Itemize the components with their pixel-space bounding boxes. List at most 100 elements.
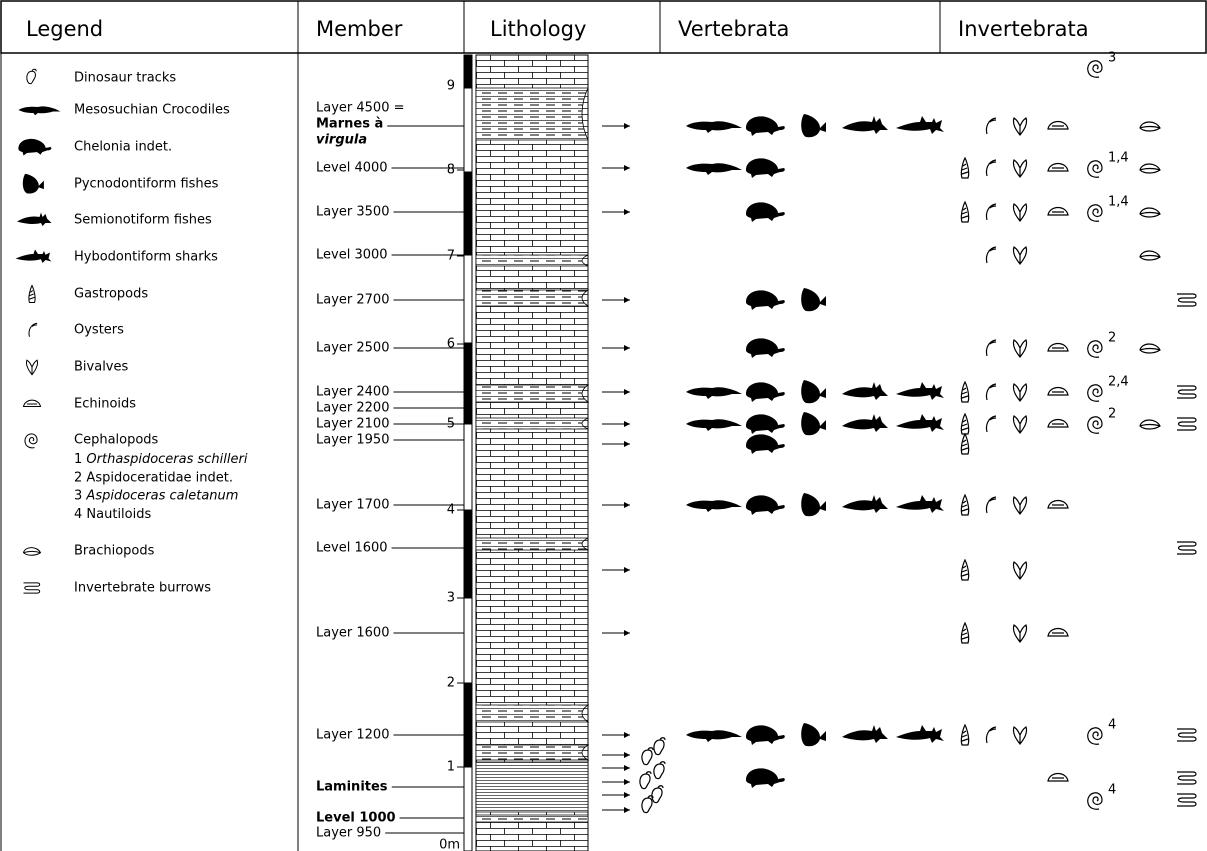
icon-shape xyxy=(746,414,785,434)
icon-shape xyxy=(26,360,37,374)
icon-shape xyxy=(1013,160,1026,177)
cephalopod-label: 1,4 xyxy=(1108,151,1129,166)
bivalve-icon xyxy=(1013,625,1026,642)
member-number: 9 xyxy=(447,79,455,94)
semi-icon xyxy=(17,213,52,227)
layer-label: Layer 2200 xyxy=(316,401,389,416)
icon-shape xyxy=(1013,625,1026,642)
bivalve-icon xyxy=(1013,160,1026,177)
arrow-head xyxy=(624,389,630,395)
echino-icon xyxy=(1048,774,1068,782)
ceph-icon xyxy=(1088,341,1102,357)
layer-label: Level 4000 xyxy=(316,161,388,176)
icon-shape xyxy=(654,762,665,779)
burrow-icon xyxy=(24,583,40,593)
icon-shape xyxy=(961,434,968,454)
cephalopod-label: 1,4 xyxy=(1108,195,1129,210)
member-bar xyxy=(464,55,472,88)
icon-shape xyxy=(686,121,742,133)
icon-shape xyxy=(18,139,51,156)
turtle-icon xyxy=(746,290,785,310)
echino-icon xyxy=(1048,122,1068,130)
icon-shape xyxy=(961,725,968,745)
icon-shape xyxy=(961,623,968,643)
legend-label: Cephalopods xyxy=(74,433,159,448)
track-icon xyxy=(654,738,665,755)
gastro-icon xyxy=(961,202,968,222)
icon-shape xyxy=(1140,251,1160,260)
oyster-icon xyxy=(29,323,37,337)
legend-label: Hybodontiform sharks xyxy=(74,250,218,265)
icon-shape xyxy=(801,380,826,403)
layer-label: Level 3000 xyxy=(316,248,388,263)
turtle-icon xyxy=(746,434,785,454)
member-number: 0m xyxy=(439,838,460,851)
member-number: 1 xyxy=(447,760,455,775)
icon-shape xyxy=(746,116,785,136)
semi-icon xyxy=(842,725,888,743)
croc-icon xyxy=(686,163,742,175)
icon-shape xyxy=(961,158,968,178)
bivalve-icon xyxy=(1013,416,1026,433)
icon-shape xyxy=(686,163,742,175)
brach-icon xyxy=(24,548,41,556)
bivalve-icon xyxy=(1013,562,1026,579)
layer-label: Layer 4500 = xyxy=(316,101,405,116)
icon-shape xyxy=(1088,385,1102,401)
croc-icon xyxy=(686,387,742,399)
icon-shape xyxy=(686,730,742,742)
ceph-icon xyxy=(1088,61,1102,77)
icon-shape xyxy=(640,772,651,789)
icon-shape xyxy=(1177,542,1196,554)
icon-shape xyxy=(986,247,996,263)
brach-icon xyxy=(1140,122,1160,131)
icon-shape xyxy=(1177,294,1196,306)
icon-shape xyxy=(29,286,35,303)
arrow-head xyxy=(624,779,630,785)
member-bar xyxy=(464,598,472,683)
member-number: 7 xyxy=(447,249,455,264)
oyster-icon xyxy=(986,497,996,513)
croc-icon xyxy=(686,730,742,742)
bivalve-icon xyxy=(1013,384,1026,401)
icon-shape xyxy=(1177,729,1196,741)
arrow-head xyxy=(624,441,630,447)
member-number: 8 xyxy=(447,163,455,178)
burrow-icon xyxy=(1177,542,1196,554)
turtle-icon xyxy=(746,414,785,434)
icon-shape xyxy=(746,382,785,402)
icon-shape xyxy=(24,400,41,406)
legend-label: Pycnodontiform fishes xyxy=(74,177,219,192)
lithology-band xyxy=(476,290,588,306)
icon-shape xyxy=(1013,416,1026,433)
bivalve-icon xyxy=(1013,204,1026,221)
burrow-icon xyxy=(1177,794,1196,806)
icon-shape xyxy=(1140,344,1160,353)
pyc-icon xyxy=(801,380,826,403)
lithology-band xyxy=(476,88,588,140)
icon-shape xyxy=(17,213,52,227)
arrow-head xyxy=(624,807,630,813)
bivalve-icon xyxy=(1013,497,1026,514)
legend-label: Oysters xyxy=(74,323,124,338)
bivalve-icon xyxy=(1013,247,1026,264)
bivalve-icon xyxy=(26,360,37,374)
layer-label: Level 1000 xyxy=(316,811,396,826)
arrow-head xyxy=(624,421,630,427)
icon-shape xyxy=(896,414,944,432)
cephalopod-label: 2 xyxy=(1108,407,1116,422)
pyc-icon xyxy=(801,493,826,516)
icon-shape xyxy=(746,725,785,745)
layer-name: virgula xyxy=(316,133,367,148)
oyster-icon xyxy=(986,340,996,356)
icon-shape xyxy=(1013,204,1026,221)
icon-shape xyxy=(1088,341,1102,357)
croc-icon xyxy=(686,121,742,133)
icon-shape xyxy=(842,116,888,134)
layer-label: Layer 2700 xyxy=(316,293,389,308)
member-number: 3 xyxy=(447,591,455,606)
icon-shape xyxy=(1177,418,1196,430)
burrow-icon xyxy=(1177,386,1196,398)
track-icon xyxy=(652,786,663,803)
note-name: Aspidoceras caletanum xyxy=(85,488,238,503)
